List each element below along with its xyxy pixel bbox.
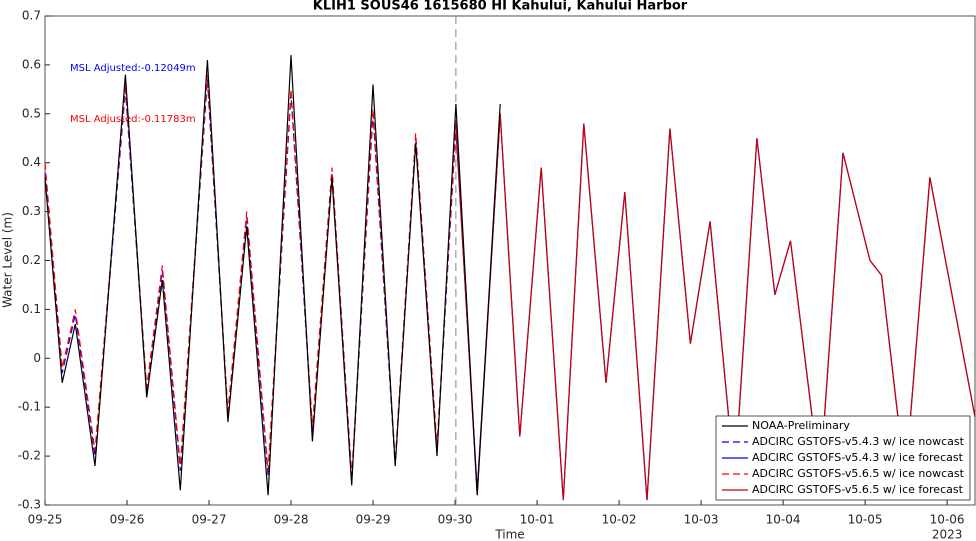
annotation: MSL Adjusted:-0.11783m [70,114,196,125]
legend-label: ADCIRC GSTOFS-v5.6.5 w/ ice forecast [752,483,964,496]
x-tick-label: 09-27 [192,513,227,527]
y-tick-label: 0 [33,351,41,365]
x-tick-label: 09-25 [28,513,63,527]
chart-title: KLIH1 SOUS46 1615680 HI Kahului, Kahului… [313,0,688,14]
legend-label: ADCIRC GSTOFS-v5.6.5 w/ ice nowcast [752,467,965,480]
x-tick-label: 10-06 [930,513,965,527]
x-tick-label: 09-26 [110,513,145,527]
legend-label: ADCIRC GSTOFS-v5.4.3 w/ ice nowcast [752,435,965,448]
x-tick-label: 10-04 [766,513,801,527]
legend-label: ADCIRC GSTOFS-v5.4.3 w/ ice forecast [752,451,964,464]
y-tick-label: 0.6 [22,57,41,71]
y-tick-label: 0.5 [22,106,41,120]
x-year-label: 2023 [932,528,963,541]
x-tick-label: 09-29 [356,513,391,527]
y-tick-label: -0.2 [18,449,41,463]
legend-box [715,415,971,501]
legend-label: NOAA-Preliminary [752,419,850,432]
x-tick-label: 09-28 [274,513,309,527]
y-tick-label: 0.3 [22,204,41,218]
y-tick-label: 0.7 [22,9,41,23]
y-tick-label: -0.1 [18,400,41,414]
series-line [455,113,976,501]
x-tick-label: 10-01 [520,513,555,527]
x-tick-label: 09-30 [438,513,473,527]
annotation: MSL Adjusted:-0.12049m [70,63,196,74]
y-tick-label: -0.3 [18,498,41,512]
x-tick-label: 10-03 [684,513,719,527]
x-tick-label: 10-05 [848,513,883,527]
series-line [44,55,501,496]
y-axis-label: Water Level (m) [1,212,15,308]
y-tick-label: 0.4 [22,155,41,169]
x-axis-label: Time [494,528,524,541]
y-tick-label: 0.1 [22,302,41,316]
x-tick-label: 10-02 [602,513,637,527]
y-tick-label: 0.2 [22,253,41,267]
